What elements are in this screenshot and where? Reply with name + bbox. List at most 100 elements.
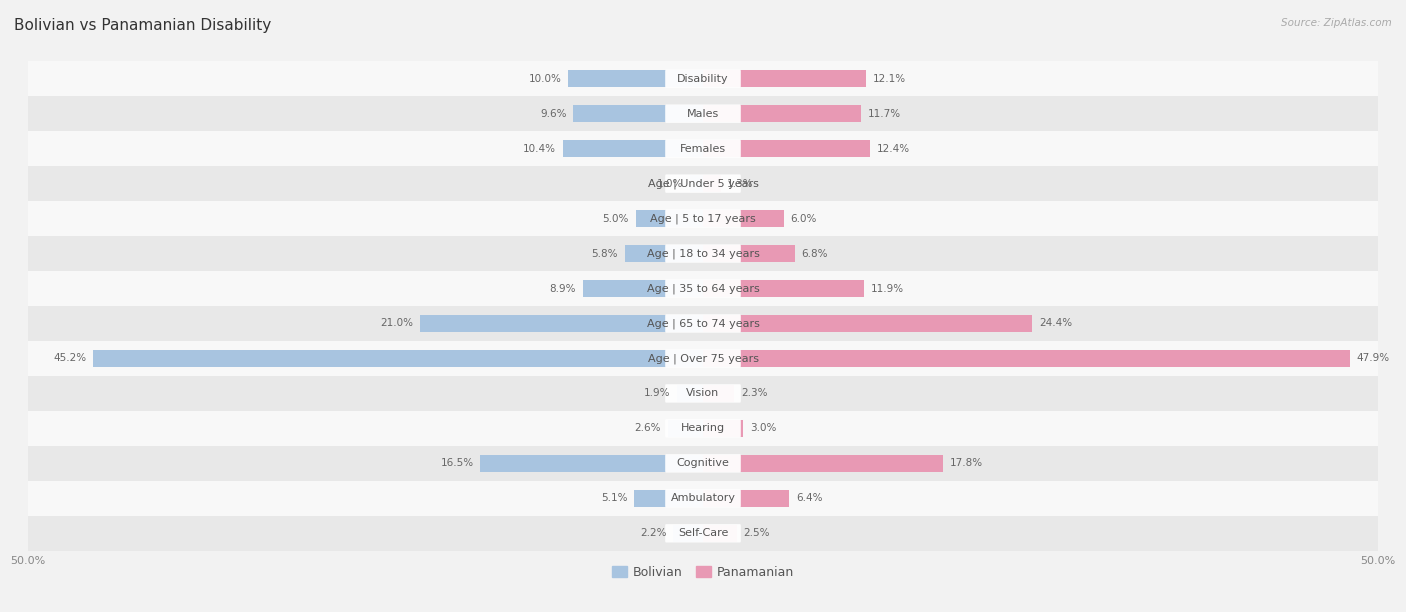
Text: 9.6%: 9.6% <box>540 109 567 119</box>
Bar <box>481 455 703 472</box>
Text: Hearing: Hearing <box>681 424 725 433</box>
Text: Age | Over 75 years: Age | Over 75 years <box>648 353 758 364</box>
Bar <box>703 385 734 402</box>
FancyBboxPatch shape <box>665 279 741 297</box>
Text: Vision: Vision <box>686 389 720 398</box>
Text: Source: ZipAtlas.com: Source: ZipAtlas.com <box>1281 18 1392 28</box>
Bar <box>703 315 1032 332</box>
Text: Females: Females <box>681 144 725 154</box>
Text: Ambulatory: Ambulatory <box>671 493 735 503</box>
Text: 10.4%: 10.4% <box>523 144 555 154</box>
Bar <box>28 341 1378 376</box>
Text: 21.0%: 21.0% <box>380 318 413 329</box>
Text: 16.5%: 16.5% <box>440 458 474 468</box>
Text: 6.8%: 6.8% <box>801 248 828 258</box>
Text: 12.1%: 12.1% <box>873 73 907 84</box>
Bar <box>673 524 703 542</box>
Text: 11.9%: 11.9% <box>870 283 904 294</box>
FancyBboxPatch shape <box>665 140 741 158</box>
Bar <box>28 61 1378 96</box>
Bar <box>93 349 703 367</box>
Bar <box>28 271 1378 306</box>
Text: Self-Care: Self-Care <box>678 528 728 539</box>
Bar <box>703 105 860 122</box>
Bar <box>668 420 703 437</box>
Bar <box>624 245 703 263</box>
Bar <box>703 210 785 227</box>
Bar <box>678 385 703 402</box>
Bar <box>703 349 1350 367</box>
Text: 5.0%: 5.0% <box>602 214 628 223</box>
Text: 12.4%: 12.4% <box>877 144 910 154</box>
Bar <box>28 236 1378 271</box>
Text: 10.0%: 10.0% <box>529 73 561 84</box>
Bar <box>28 411 1378 446</box>
FancyBboxPatch shape <box>665 174 741 193</box>
FancyBboxPatch shape <box>665 419 741 438</box>
Bar <box>636 210 703 227</box>
Text: 24.4%: 24.4% <box>1039 318 1073 329</box>
Text: 5.8%: 5.8% <box>592 248 619 258</box>
FancyBboxPatch shape <box>665 105 741 123</box>
Bar <box>703 524 737 542</box>
Bar <box>28 446 1378 481</box>
Text: 47.9%: 47.9% <box>1357 354 1389 364</box>
Bar <box>634 490 703 507</box>
Text: 45.2%: 45.2% <box>53 354 86 364</box>
Bar <box>28 96 1378 131</box>
Bar <box>703 245 794 263</box>
FancyBboxPatch shape <box>665 349 741 368</box>
Text: 3.0%: 3.0% <box>751 424 776 433</box>
Text: 1.0%: 1.0% <box>657 179 683 188</box>
FancyBboxPatch shape <box>665 454 741 472</box>
Bar <box>562 140 703 157</box>
Bar <box>28 481 1378 516</box>
Text: 8.9%: 8.9% <box>550 283 576 294</box>
FancyBboxPatch shape <box>665 315 741 333</box>
Bar <box>28 516 1378 551</box>
FancyBboxPatch shape <box>665 384 741 403</box>
Text: Age | Under 5 years: Age | Under 5 years <box>648 178 758 189</box>
Bar <box>419 315 703 332</box>
Bar <box>28 376 1378 411</box>
Text: 6.4%: 6.4% <box>796 493 823 503</box>
Text: Disability: Disability <box>678 73 728 84</box>
Bar <box>703 420 744 437</box>
Text: Age | 18 to 34 years: Age | 18 to 34 years <box>647 248 759 259</box>
Bar <box>28 166 1378 201</box>
Text: 1.3%: 1.3% <box>727 179 754 188</box>
Text: 11.7%: 11.7% <box>868 109 901 119</box>
FancyBboxPatch shape <box>665 524 741 542</box>
Text: Bolivian vs Panamanian Disability: Bolivian vs Panamanian Disability <box>14 18 271 34</box>
Bar <box>28 306 1378 341</box>
Bar <box>574 105 703 122</box>
Text: Cognitive: Cognitive <box>676 458 730 468</box>
Bar <box>689 175 703 192</box>
Bar <box>703 280 863 297</box>
Bar <box>703 70 866 88</box>
Legend: Bolivian, Panamanian: Bolivian, Panamanian <box>607 561 799 584</box>
FancyBboxPatch shape <box>665 70 741 88</box>
Bar <box>568 70 703 88</box>
FancyBboxPatch shape <box>665 209 741 228</box>
FancyBboxPatch shape <box>665 244 741 263</box>
Text: 2.6%: 2.6% <box>634 424 661 433</box>
Text: 6.0%: 6.0% <box>790 214 817 223</box>
FancyBboxPatch shape <box>665 489 741 507</box>
Text: 5.1%: 5.1% <box>600 493 627 503</box>
Text: Males: Males <box>688 109 718 119</box>
Text: 2.3%: 2.3% <box>741 389 768 398</box>
Bar <box>703 490 789 507</box>
Text: Age | 65 to 74 years: Age | 65 to 74 years <box>647 318 759 329</box>
Bar <box>583 280 703 297</box>
Bar <box>703 455 943 472</box>
Text: 2.2%: 2.2% <box>640 528 666 539</box>
Bar <box>703 140 870 157</box>
Text: 17.8%: 17.8% <box>950 458 983 468</box>
Text: Age | 35 to 64 years: Age | 35 to 64 years <box>647 283 759 294</box>
Bar <box>28 131 1378 166</box>
Text: 2.5%: 2.5% <box>744 528 770 539</box>
Bar <box>703 175 720 192</box>
Bar <box>28 201 1378 236</box>
Text: Age | 5 to 17 years: Age | 5 to 17 years <box>650 214 756 224</box>
